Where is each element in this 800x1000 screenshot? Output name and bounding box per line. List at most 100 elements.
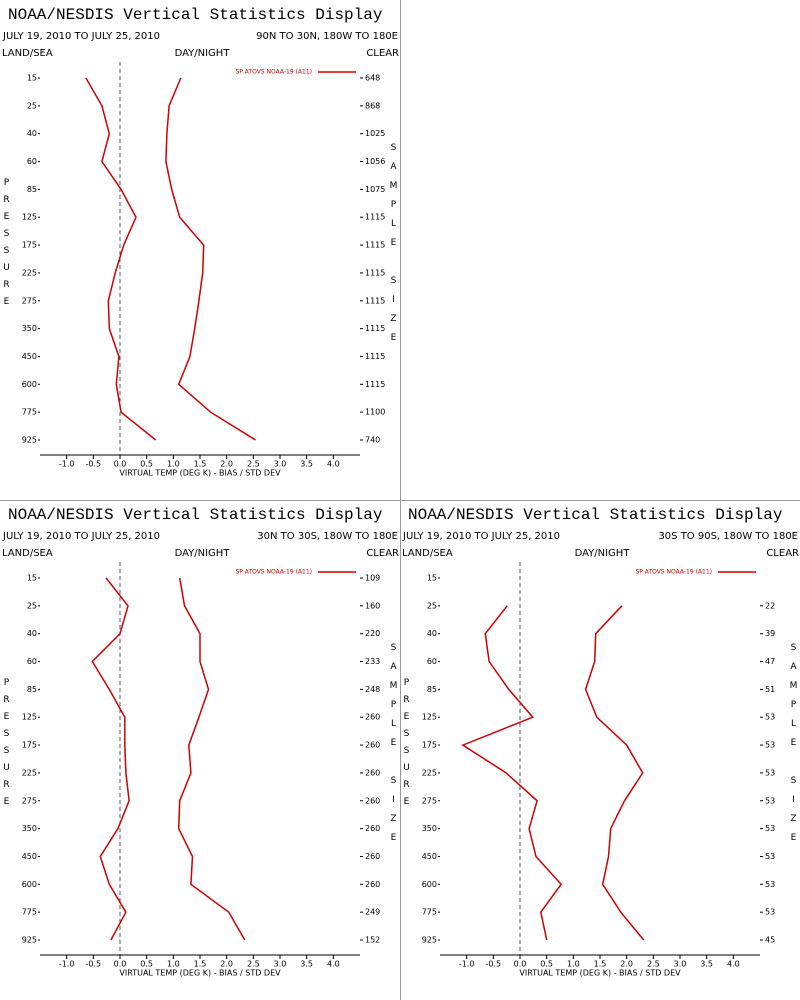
region: 30S TO 90S, 180W TO 180E [658,531,798,542]
x-tick-label: -1.0 [59,960,75,969]
sample-size-label: 260 [365,852,380,861]
y-axis-label: PRESSURE [2,178,12,314]
sample-size-label: 1115 [365,268,385,277]
y-axis-label: PRESSURE [402,678,412,814]
region: 90N TO 30N, 180W TO 180E [256,31,398,42]
y-tick-label: 600 [22,380,37,389]
sample-size-label: 1115 [365,380,385,389]
sample-size-label: 53 [765,768,775,777]
sample-size-label: 868 [365,101,380,110]
sample-size-label: 53 [765,824,775,833]
y-tick-label: 85 [27,185,37,194]
sample-size-label: 47 [765,657,775,666]
sky-label: CLEAR [366,548,399,559]
sample-size-label: 45 [765,936,775,945]
profile-line [461,605,563,941]
legend-label: SP ATOVS NOAA-19 (A11) [235,569,312,576]
sample-size-label: 220 [365,629,380,638]
x-axis-label: VIRTUAL TEMP (DEG K) - BIAS / STD DEV [119,969,281,978]
x-tick-label: 2.5 [247,960,260,969]
y-tick-label: 125 [22,213,37,222]
surface-label: LAND/SEA [2,548,53,559]
y-tick-label: 85 [427,685,437,694]
sample-size-label: 1115 [365,296,385,305]
sample-size-label: 648 [365,74,380,83]
sample-size-label: 1075 [365,185,385,194]
y-tick-label: 175 [22,241,37,250]
y2-axis-label: SAMPLE SIZE [789,643,799,852]
x-tick-label: -0.5 [486,960,502,969]
chart-title: NOAA/NESDIS Vertical Statistics Display [8,506,383,524]
y-tick-label: 175 [22,741,37,750]
y-tick-label: 450 [22,352,37,361]
y-tick-label: 350 [22,824,37,833]
date-range: JULY 19, 2010 TO JULY 25, 2010 [2,531,160,542]
y-tick-label: 925 [22,936,37,945]
sample-size-label: 1100 [365,408,385,417]
sample-size-label: 1115 [365,241,385,250]
y-tick-label: 15 [427,574,437,583]
x-tick-label: 3.0 [274,960,287,969]
y-tick-label: 775 [22,908,37,917]
sample-size-label: 160 [365,601,380,610]
sample-size-label: 1115 [365,213,385,222]
y-tick-label: 15 [27,74,37,83]
sample-size-label: 1115 [365,324,385,333]
profile-line [91,577,130,941]
x-tick-label: 1.5 [594,960,607,969]
y-tick-label: 275 [22,796,37,805]
y-tick-label: 450 [422,852,437,861]
sample-size-label: 260 [365,713,380,722]
sample-size-label: 22 [765,601,775,610]
y-tick-label: 25 [427,601,437,610]
y-tick-label: 25 [27,601,37,610]
y-tick-label: 225 [422,768,437,777]
y-tick-label: 225 [22,268,37,277]
y-tick-label: 350 [22,324,37,333]
x-tick-label: 1.5 [194,960,207,969]
x-tick-label: 4.0 [727,960,740,969]
x-tick-label: -1.0 [459,960,475,969]
x-tick-label: 2.0 [220,960,233,969]
y2-axis-label: SAMPLE SIZE [389,143,399,352]
x-tick-label: 1.0 [167,460,180,469]
chart-title: NOAA/NESDIS Vertical Statistics Display [408,506,783,524]
y-tick-label: 40 [427,629,437,638]
y-tick-label: 40 [27,129,37,138]
date-range: JULY 19, 2010 TO JULY 25, 2010 [2,31,160,42]
y-tick-label: 275 [422,796,437,805]
sample-size-label: 152 [365,936,380,945]
sample-size-label: 53 [765,741,775,750]
time-label: DAY/NIGHT [175,548,231,559]
x-tick-label: 4.0 [327,960,340,969]
x-axis-label: VIRTUAL TEMP (DEG K) - BIAS / STD DEV [119,469,281,478]
date-range: JULY 19, 2010 TO JULY 25, 2010 [402,531,560,542]
x-tick-label: -1.0 [59,460,75,469]
y-tick-label: 275 [22,296,37,305]
sample-size-label: 53 [765,880,775,889]
sample-size-label: 233 [365,657,380,666]
legend-label: SP ATOVS NOAA-19 (A11) [635,569,712,576]
profile-line [85,77,157,441]
sample-size-label: 53 [765,908,775,917]
surface-label: LAND/SEA [2,48,53,59]
x-tick-label: 0.5 [140,460,153,469]
y-tick-label: 350 [422,824,437,833]
sample-size-label: 260 [365,796,380,805]
time-label: DAY/NIGHT [575,548,631,559]
x-tick-label: 3.5 [300,960,313,969]
y-tick-label: 40 [27,629,37,638]
x-tick-label: 1.5 [194,460,207,469]
y-tick-label: 60 [427,657,437,666]
sample-size-label: 260 [365,824,380,833]
x-tick-label: 0.5 [140,960,153,969]
x-tick-label: -0.5 [86,960,102,969]
y-tick-label: 60 [27,657,37,666]
x-tick-label: 2.0 [620,960,633,969]
x-tick-label: 3.5 [700,960,713,969]
sample-size-label: 39 [765,629,775,638]
x-tick-label: 1.0 [167,960,180,969]
sample-size-label: 740 [365,436,380,445]
y-tick-label: 225 [22,768,37,777]
